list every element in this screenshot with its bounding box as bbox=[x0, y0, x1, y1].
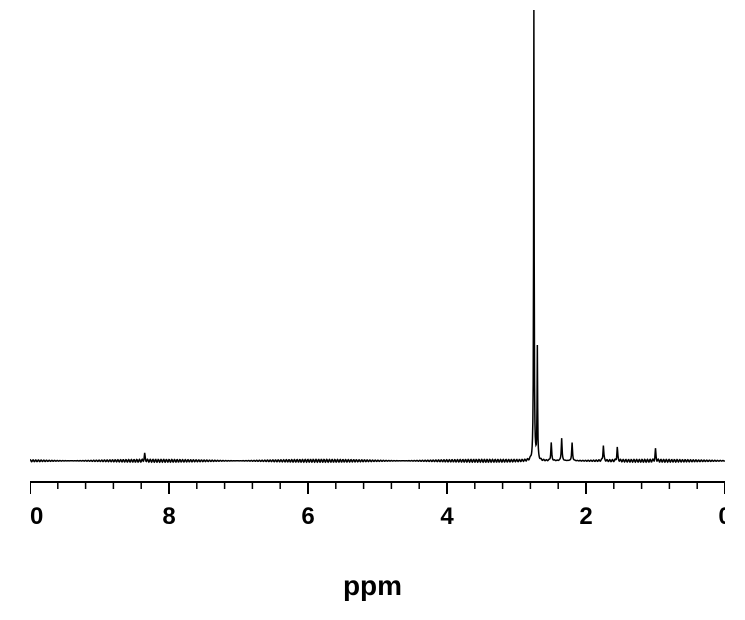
tick-label: 4 bbox=[440, 503, 454, 530]
tick-label: 2 bbox=[579, 503, 592, 530]
spectrum-trace bbox=[30, 10, 725, 462]
nmr-spectrum-chart: 10 8 6 4 2 0 ppm bbox=[0, 0, 745, 620]
tick-label: 6 bbox=[301, 503, 314, 530]
tick-label: 8 bbox=[162, 503, 175, 530]
x-axis-label: ppm bbox=[0, 570, 745, 602]
tick-label: 0 bbox=[718, 503, 725, 530]
spectrum-plot bbox=[30, 10, 725, 470]
tick-label: 10 bbox=[30, 503, 43, 530]
x-axis: 10 8 6 4 2 0 bbox=[30, 480, 725, 560]
